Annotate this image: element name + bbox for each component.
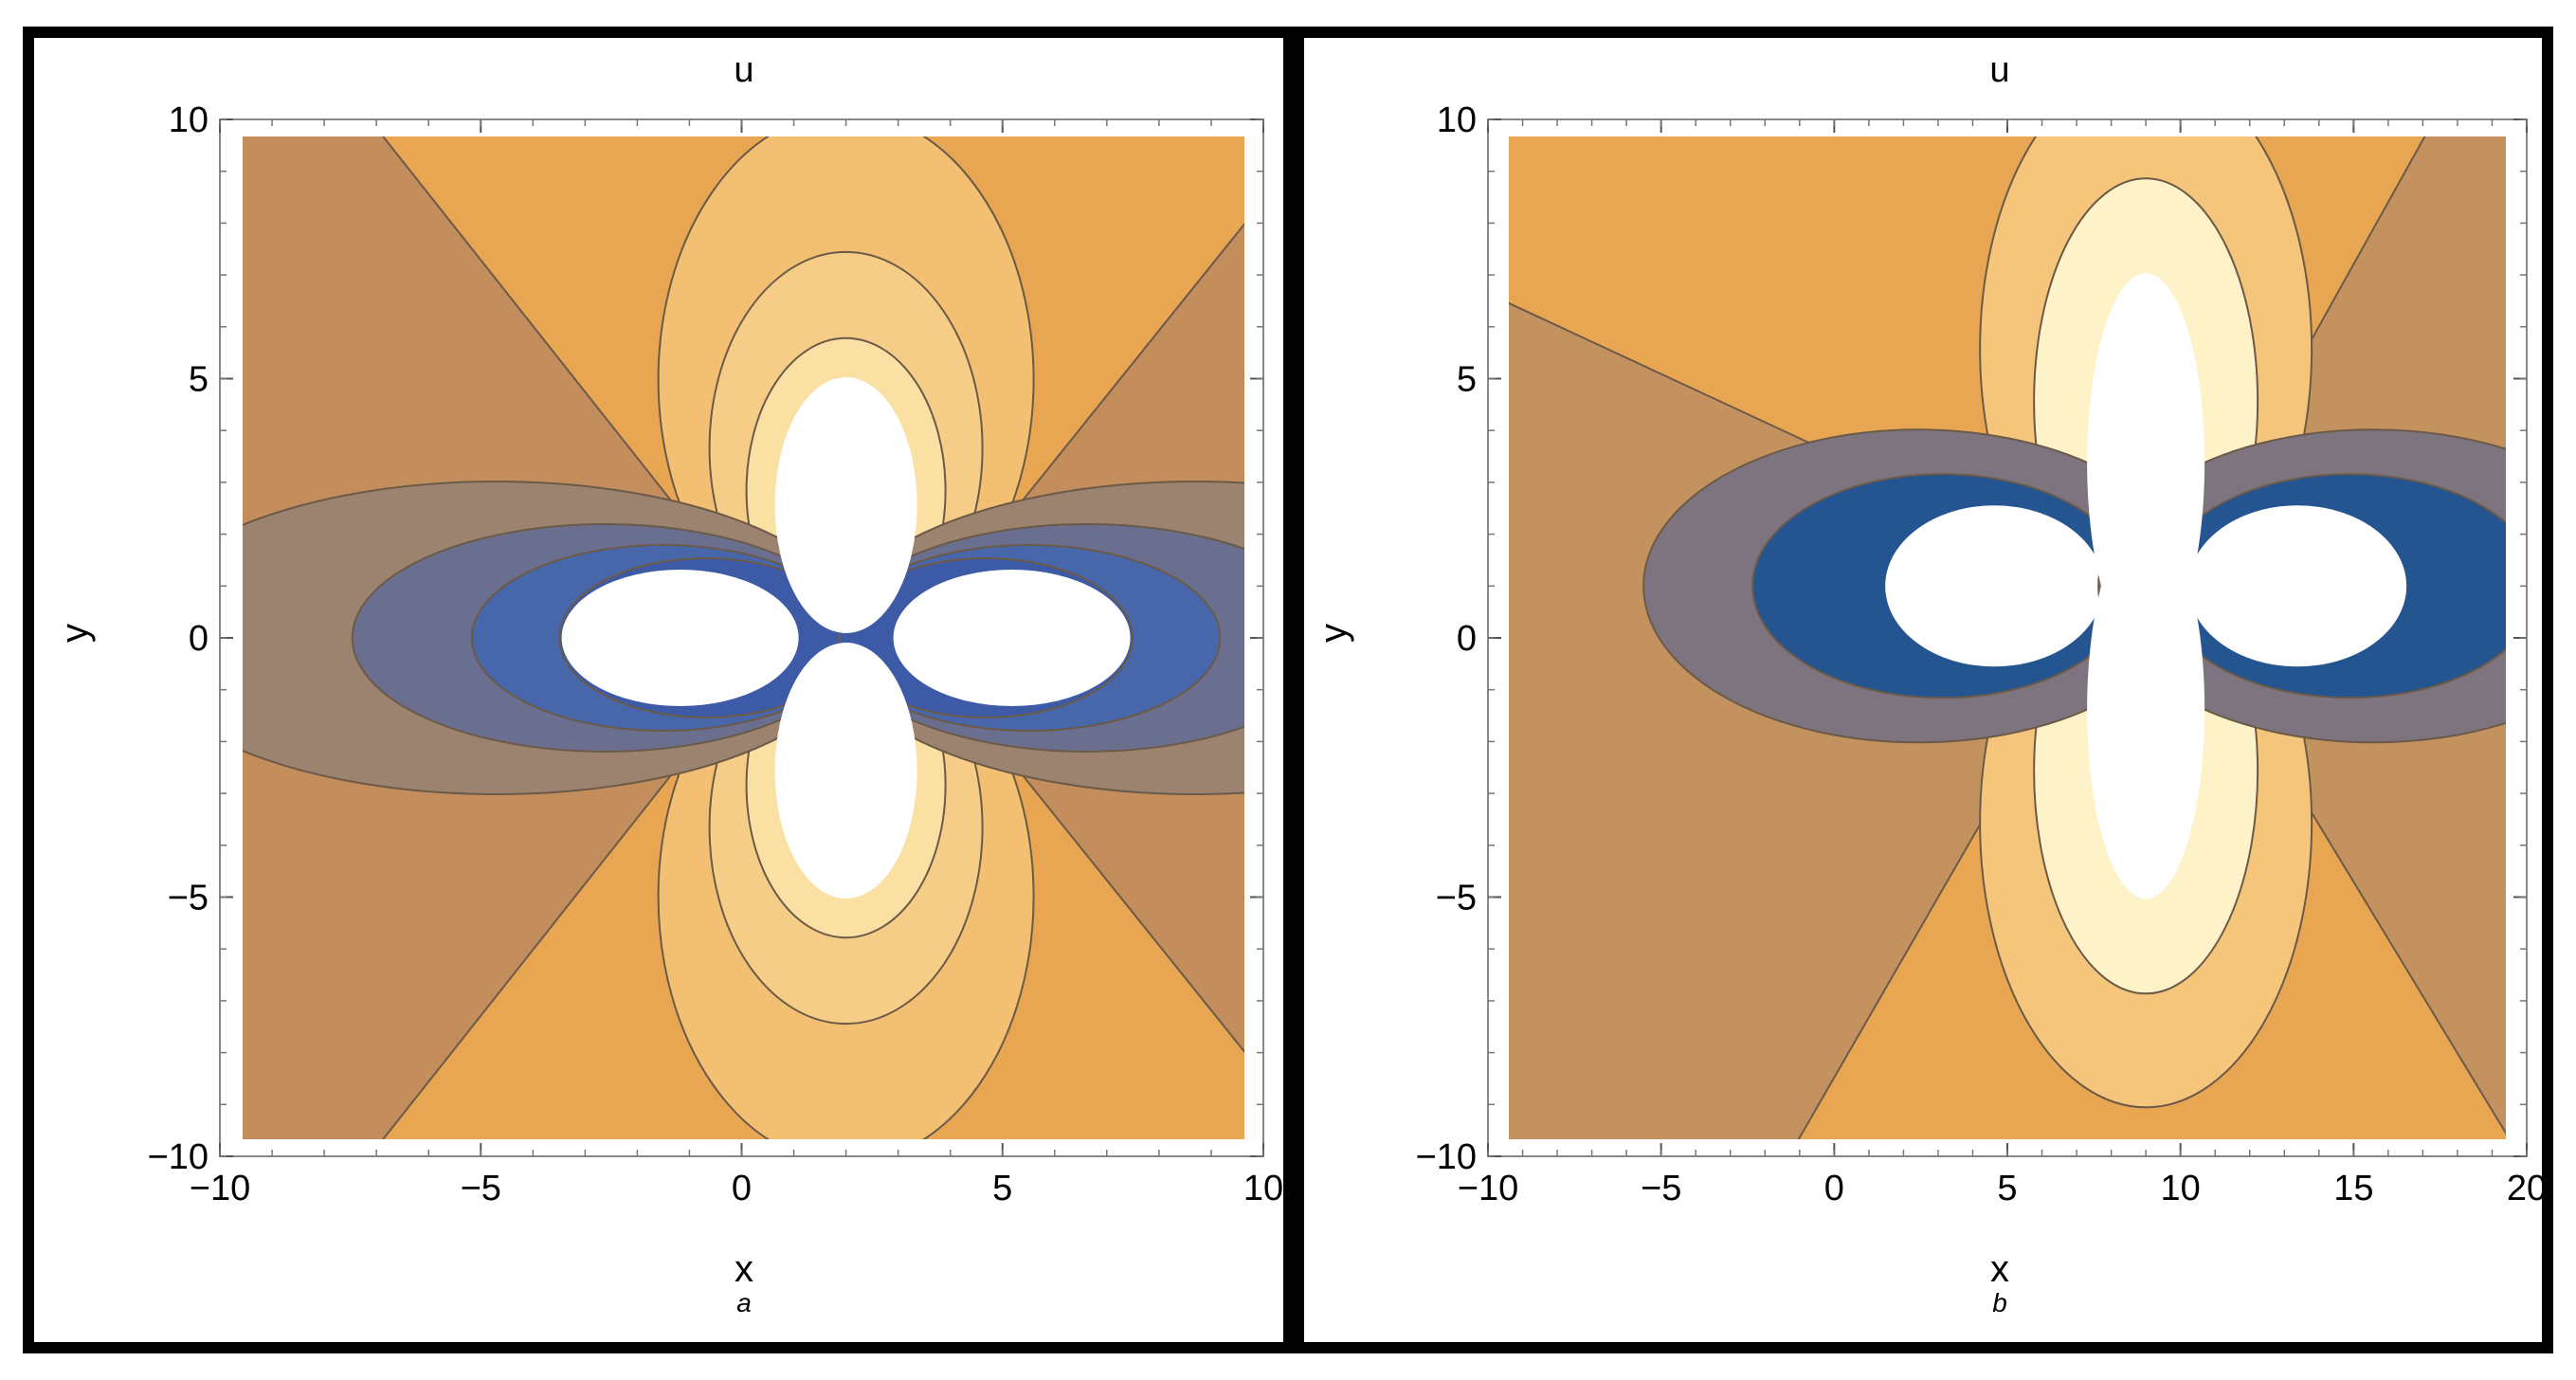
y-tick-label: −10 [1416,1137,1477,1177]
side-core [561,570,799,706]
side-core [893,570,1131,706]
x-tick-label: 10 [2161,1169,2201,1208]
x-tick-label: 0 [732,1169,752,1208]
chart-b: −10 −5 0 5 10 15 20 −10 −5 0 5 10 [1416,100,2548,1208]
core-top [774,377,917,633]
side-core [2188,505,2407,667]
core-bottom [774,643,917,899]
y-tick-label: 5 [189,360,209,400]
x-tick-label: 0 [1824,1169,1844,1208]
chart-b-ylabel: y [1313,624,1354,643]
y-tick-label: 0 [1457,619,1477,659]
chart-a-caption: a [736,1288,752,1317]
chart-b-caption: b [1992,1288,2007,1317]
y-tick-label: −10 [148,1137,209,1177]
side-core [1885,505,2104,667]
core-bottom [2087,519,2205,899]
y-tick-label: 10 [1437,100,1477,140]
y-tick-label: −5 [168,879,209,918]
chart-a-title: u [734,50,753,90]
x-tick-label: 10 [1243,1169,1283,1208]
x-tick-label: −5 [461,1169,501,1208]
plot-b-border [1293,27,2553,1353]
x-tick-label: 20 [2507,1169,2547,1208]
chart-b-xlabel: x [1990,1248,2009,1290]
y-tick-label: 10 [169,100,209,140]
x-tick-label: 15 [2333,1169,2373,1208]
x-tick-label: −10 [190,1169,250,1208]
y-tick-label: 5 [1457,360,1477,400]
x-tick-label: −10 [1458,1169,1518,1208]
contour-field [243,136,1244,1139]
chart-a: −10 −5 0 5 10 −10 −5 0 5 10 [148,100,1284,1208]
chart-a-ylabel: y [54,624,96,643]
y-tick-label: 0 [189,619,209,659]
plot-a-border [23,27,1295,1353]
x-tick-label: 5 [1997,1169,2017,1208]
x-tick-label: −5 [1641,1169,1681,1208]
y-tick-label: −5 [1436,879,1477,918]
contour-field [1509,136,2506,1139]
x-tick-label: 5 [992,1169,1012,1208]
chart-a-xlabel: x [735,1248,753,1290]
chart-b-title: u [1989,50,2009,90]
